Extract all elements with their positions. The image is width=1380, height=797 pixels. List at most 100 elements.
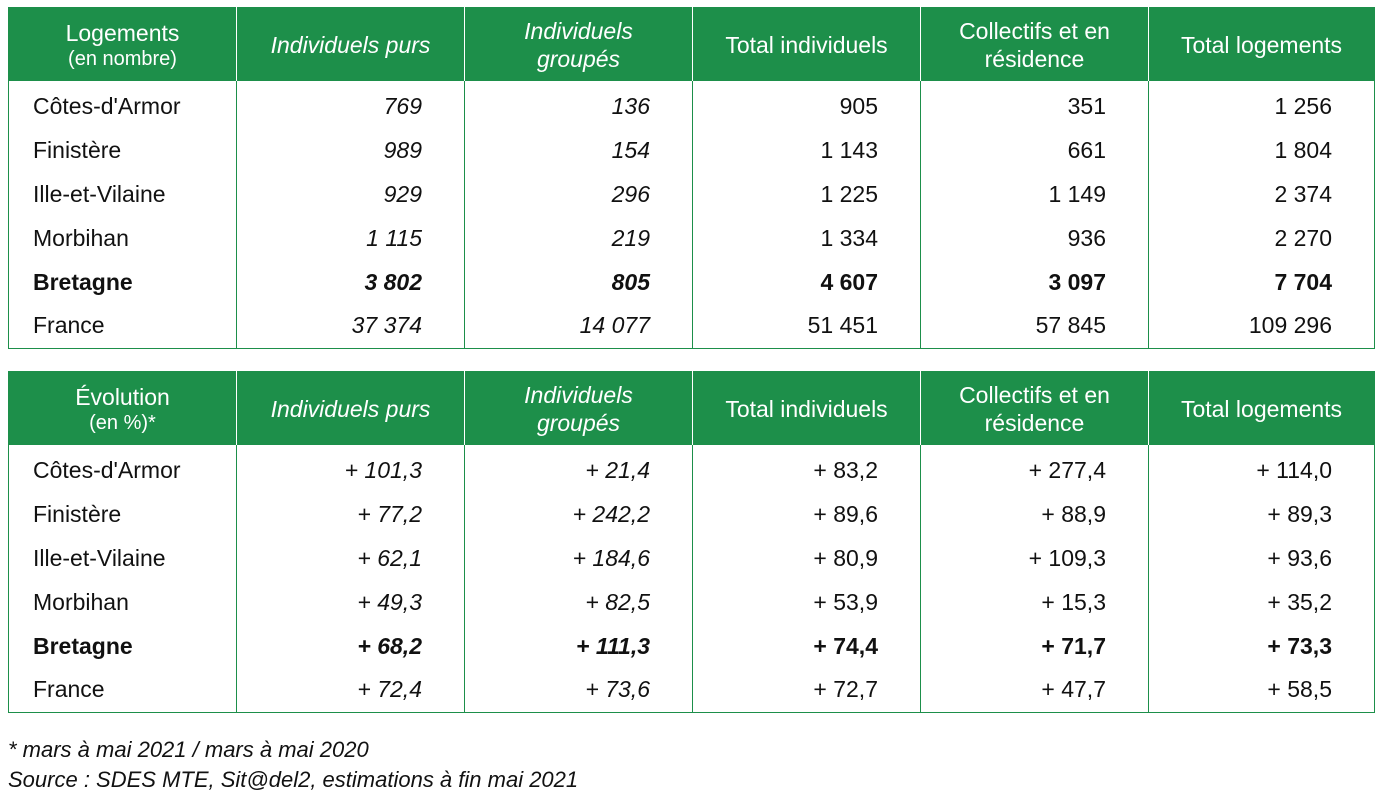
- cell-individuels-groupes: + 21,4: [464, 445, 693, 493]
- header-logements-title: Logements: [65, 19, 180, 46]
- table-row: Ille-et-Vilaine 929 296 1 225 1 149 2 37…: [9, 172, 1375, 217]
- cell-total-individuels: 1 143: [692, 128, 921, 173]
- cell-total-logements: 7 704: [1148, 260, 1375, 304]
- row-label: Morbihan: [33, 588, 129, 615]
- cell-individuels-purs: 989: [236, 128, 465, 173]
- cell-total-individuels: 4 607: [692, 260, 921, 304]
- cell-individuels-purs: + 49,3: [236, 580, 465, 625]
- table-row-total: Bretagne 3 802 805 4 607 3 097 7 704: [9, 260, 1375, 304]
- cell-total-individuels: + 83,2: [692, 445, 921, 493]
- header-evolution: Évolution (en %)*: [8, 371, 237, 445]
- table-row: Morbihan + 49,3 + 82,5 + 53,9 + 15,3 + 3…: [9, 580, 1375, 625]
- header-collectifs-line1: Collectifs et en: [959, 17, 1110, 44]
- header-individuels-groupes: Individuels groupés: [464, 371, 693, 445]
- table-row: France + 72,4 + 73,6 + 72,7 + 47,7 + 58,…: [9, 667, 1375, 713]
- cell-total-individuels: + 53,9: [692, 580, 921, 625]
- cell-total-individuels: 905: [692, 81, 921, 129]
- header-individuels-groupes-line1: Individuels: [524, 381, 633, 408]
- header-collectifs-line2: résidence: [984, 45, 1085, 72]
- cell-total-logements: 2 374: [1148, 172, 1375, 217]
- header-logements: Logements (en nombre): [8, 7, 237, 81]
- table-row: France 37 374 14 077 51 451 57 845 109 2…: [9, 303, 1375, 349]
- cell-collectifs: 3 097: [920, 260, 1149, 304]
- cell-individuels-groupes: + 73,6: [464, 667, 693, 713]
- table-header-row: Évolution (en %)* Individuels purs Indiv…: [8, 371, 1375, 445]
- cell-total-logements: 109 296: [1148, 303, 1375, 349]
- row-label: Bretagne: [33, 268, 133, 295]
- table-logements: Logements (en nombre) Individuels purs I…: [8, 7, 1375, 349]
- row-label: Morbihan: [33, 224, 129, 251]
- header-total-individuels: Total individuels: [692, 371, 921, 445]
- cell-collectifs: 936: [920, 216, 1149, 261]
- table-row: Côtes-d'Armor 769 136 905 351 1 256: [9, 81, 1375, 129]
- header-evolution-title: Évolution: [75, 383, 170, 410]
- cell-total-logements: 1 256: [1148, 81, 1375, 129]
- table-row: Côtes-d'Armor + 101,3 + 21,4 + 83,2 + 27…: [9, 445, 1375, 493]
- table-header-row: Logements (en nombre) Individuels purs I…: [8, 7, 1375, 81]
- cell-collectifs: + 88,9: [920, 492, 1149, 537]
- cell-individuels-groupes: 14 077: [464, 303, 693, 349]
- cell-individuels-groupes: 296: [464, 172, 693, 217]
- cell-collectifs: + 71,7: [920, 624, 1149, 668]
- cell-total-logements: + 35,2: [1148, 580, 1375, 625]
- cell-individuels-groupes: 154: [464, 128, 693, 173]
- table-evolution: Évolution (en %)* Individuels purs Indiv…: [8, 371, 1375, 713]
- row-label: Côtes-d'Armor: [33, 93, 181, 120]
- cell-collectifs: 661: [920, 128, 1149, 173]
- cell-total-individuels: 1 225: [692, 172, 921, 217]
- cell-individuels-groupes: + 82,5: [464, 580, 693, 625]
- row-label: Bretagne: [33, 632, 133, 659]
- cell-collectifs: 1 149: [920, 172, 1149, 217]
- cell-total-individuels: 1 334: [692, 216, 921, 261]
- header-collectifs: Collectifs et en résidence: [920, 371, 1149, 445]
- cell-individuels-purs: + 77,2: [236, 492, 465, 537]
- cell-total-logements: + 58,5: [1148, 667, 1375, 713]
- cell-total-logements: + 89,3: [1148, 492, 1375, 537]
- row-label: Côtes-d'Armor: [33, 457, 181, 484]
- cell-total-individuels: + 72,7: [692, 667, 921, 713]
- cell-individuels-purs: 3 802: [236, 260, 465, 304]
- cell-total-logements: + 93,6: [1148, 536, 1375, 581]
- row-label: Finistère: [33, 501, 122, 528]
- cell-collectifs: + 277,4: [920, 445, 1149, 493]
- cell-individuels-purs: + 68,2: [236, 624, 465, 668]
- cell-individuels-groupes: 219: [464, 216, 693, 261]
- header-individuels-groupes-line2: groupés: [536, 45, 621, 72]
- cell-individuels-groupes: 805: [464, 260, 693, 304]
- header-individuels-groupes-line2: groupés: [536, 409, 621, 436]
- cell-individuels-purs: 37 374: [236, 303, 465, 349]
- cell-total-individuels: + 80,9: [692, 536, 921, 581]
- header-logements-unit: (en nombre): [68, 47, 177, 70]
- cell-total-individuels: + 89,6: [692, 492, 921, 537]
- footnote-source: Source : SDES MTE, Sit@del2, estimations…: [8, 767, 579, 792]
- cell-individuels-groupes: + 111,3: [464, 624, 693, 668]
- cell-individuels-purs: 1 115: [236, 216, 465, 261]
- cell-individuels-groupes: + 242,2: [464, 492, 693, 537]
- header-total-logements: Total logements: [1148, 371, 1375, 445]
- header-total-individuels: Total individuels: [692, 7, 921, 81]
- header-evolution-unit: (en %)*: [89, 411, 156, 434]
- header-total-logements: Total logements: [1148, 7, 1375, 81]
- cell-individuels-purs: 769: [236, 81, 465, 129]
- row-label: Ille-et-Vilaine: [33, 544, 166, 571]
- cell-individuels-purs: 929: [236, 172, 465, 217]
- cell-total-logements: 2 270: [1148, 216, 1375, 261]
- header-collectifs-line2: résidence: [984, 409, 1085, 436]
- table-row: Morbihan 1 115 219 1 334 936 2 270: [9, 216, 1375, 261]
- cell-individuels-purs: + 72,4: [236, 667, 465, 713]
- footnote-period: * mars à mai 2021 / mars à mai 2020: [8, 737, 369, 762]
- cell-collectifs: 351: [920, 81, 1149, 129]
- row-label: France: [33, 312, 105, 339]
- header-collectifs: Collectifs et en résidence: [920, 7, 1149, 81]
- cell-collectifs: 57 845: [920, 303, 1149, 349]
- cell-total-logements: + 114,0: [1148, 445, 1375, 493]
- cell-collectifs: + 47,7: [920, 667, 1149, 713]
- cell-individuels-purs: + 101,3: [236, 445, 465, 493]
- header-individuels-groupes: Individuels groupés: [464, 7, 693, 81]
- table-row: Finistère 989 154 1 143 661 1 804: [9, 128, 1375, 173]
- header-collectifs-line1: Collectifs et en: [959, 381, 1110, 408]
- cell-individuels-groupes: + 184,6: [464, 536, 693, 581]
- row-label: France: [33, 676, 105, 703]
- table-row: Finistère + 77,2 + 242,2 + 89,6 + 88,9 +…: [9, 492, 1375, 537]
- cell-collectifs: + 109,3: [920, 536, 1149, 581]
